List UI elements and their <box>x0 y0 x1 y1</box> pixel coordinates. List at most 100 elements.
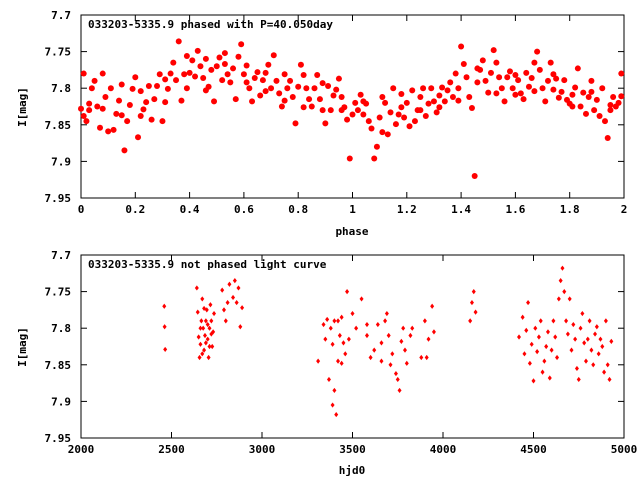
phased-data-point <box>417 93 424 100</box>
phased-data-point <box>143 99 150 106</box>
phased-data-point <box>474 79 481 86</box>
unphased-data-point <box>220 287 225 293</box>
phased-data-point <box>140 106 147 113</box>
phased-data-point <box>463 74 470 81</box>
phased-data-point <box>249 98 256 105</box>
phased-data-point <box>197 63 204 70</box>
unphased-data-point <box>328 325 333 331</box>
phased-data-point <box>129 85 136 92</box>
unphased-data-point <box>583 358 588 364</box>
unphased-data-point <box>212 310 217 317</box>
unphased-data-point <box>209 318 214 324</box>
phased-data-point <box>224 71 231 78</box>
phased-data-point <box>124 118 131 125</box>
phased-data-point <box>444 87 451 94</box>
unphased-data-point <box>205 321 210 328</box>
phased-data-point <box>319 107 326 114</box>
unphased-data-point <box>359 296 364 302</box>
phased-plot-frame <box>80 14 625 199</box>
phased-data-point <box>202 87 209 94</box>
phased-data-point <box>289 93 296 100</box>
phased-data-point <box>110 126 117 133</box>
phased-x-tick-label: 0.4 <box>180 203 200 216</box>
phased-data-point <box>604 134 611 141</box>
phased-data-point <box>183 52 190 59</box>
unphased-data-point <box>211 329 216 335</box>
phased-data-point <box>167 70 174 77</box>
unphased-data-point <box>471 289 476 295</box>
phased-data-point <box>542 98 549 105</box>
unphased-data-point <box>198 325 203 331</box>
phased-data-point <box>593 96 600 103</box>
phased-data-point <box>276 90 283 97</box>
phased-data-point <box>525 83 532 90</box>
unphased-data-point <box>384 310 389 317</box>
phased-data-point <box>333 86 340 93</box>
unphased-x-tick-label: 4000 <box>430 443 457 456</box>
unphased-data-point <box>195 309 200 315</box>
phased-data-point <box>485 89 492 96</box>
phased-data-point <box>178 97 185 104</box>
unphased-data-point <box>203 318 208 324</box>
unphased-data-point <box>206 354 211 361</box>
unphased-data-point <box>582 340 587 346</box>
phased-light-curve-panel: 033203-5335.9 phased with P=40.050day ph… <box>16 9 627 238</box>
phased-data-point <box>479 57 486 64</box>
phased-data-point <box>501 98 508 105</box>
phased-data-point <box>221 61 228 68</box>
phased-x-tick-label: 0.6 <box>234 203 254 216</box>
phased-data-point <box>398 104 405 111</box>
unphased-plot-frame <box>80 254 625 439</box>
phased-x-tick-label: 0 <box>78 203 85 216</box>
phased-data-point <box>588 88 595 95</box>
phased-data-point <box>181 71 188 78</box>
phased-data-point <box>433 109 440 116</box>
phased-data-point <box>116 97 123 104</box>
unphased-data-point <box>580 310 585 317</box>
unphased-data-point <box>208 302 213 308</box>
phased-data-point <box>238 41 245 48</box>
unphased-x-tick-label: 5000 <box>611 443 638 456</box>
unphased-data-point <box>210 343 215 350</box>
unphased-data-point <box>232 278 237 284</box>
phased-x-tick-label: 2 <box>621 203 628 216</box>
phased-data-point <box>615 99 622 106</box>
unphased-data-point <box>198 341 203 347</box>
unphased-data-point <box>555 354 560 361</box>
phased-data-point <box>170 59 177 66</box>
phased-data-point <box>219 77 226 84</box>
phased-data-point <box>487 69 494 76</box>
phased-data-point <box>447 79 454 86</box>
phased-data-point <box>528 74 535 81</box>
phased-data-point <box>553 75 560 82</box>
phased-data-point <box>515 77 522 84</box>
phased-data-point <box>292 120 299 127</box>
unphased-data-point <box>565 331 570 337</box>
unphased-y-tick-label: 7.9 <box>51 395 71 408</box>
unphased-data-point <box>337 332 342 339</box>
phased-data-point <box>373 143 380 150</box>
unphased-data-point <box>401 325 406 331</box>
phased-data-point <box>232 96 239 103</box>
unphased-data-point <box>469 299 474 306</box>
phased-data-point <box>88 85 95 92</box>
unphased-data-point <box>545 329 550 335</box>
unphased-data-point <box>205 336 210 342</box>
phased-data-point <box>235 53 242 60</box>
phased-data-point <box>265 61 272 68</box>
phased-data-point <box>490 47 497 54</box>
unphased-data-point <box>372 347 377 353</box>
phased-x-tick-label: 0.2 <box>125 203 145 216</box>
phased-data-point <box>349 111 356 118</box>
unphased-data-point <box>227 281 232 287</box>
phased-data-point <box>493 90 500 97</box>
unphased-data-point <box>538 318 543 324</box>
phased-plot-points <box>78 38 625 180</box>
phased-data-point <box>498 85 505 92</box>
phased-data-point <box>403 99 410 106</box>
unphased-data-point <box>197 354 202 361</box>
phased-data-point <box>243 62 250 69</box>
phased-data-point <box>173 77 180 84</box>
unphased-data-point <box>202 305 207 312</box>
phased-y-tick-label: 7.95 <box>45 192 72 205</box>
